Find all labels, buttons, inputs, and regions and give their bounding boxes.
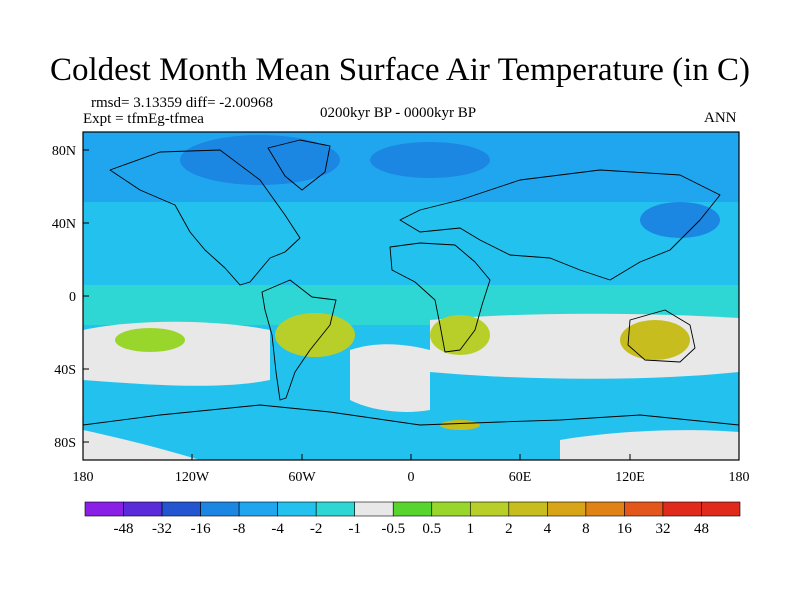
colorbar-swatch xyxy=(200,501,240,517)
period-label: 0200kyr BP - 0000kyr BP xyxy=(320,105,477,121)
experiment-label: Expt = tfmEg-tfmea xyxy=(83,111,204,127)
colorbar-label: 32 xyxy=(655,521,670,537)
colorbar-swatch xyxy=(469,501,510,517)
colorbar-swatch xyxy=(123,501,163,517)
lon-tick-label: 120E xyxy=(615,470,645,485)
australia-outline xyxy=(627,309,696,363)
colorbar-label: -0.5 xyxy=(381,521,405,537)
lat-tick-label: 80S xyxy=(54,436,76,451)
colorbar-swatch xyxy=(547,501,587,517)
colorbar-label: -4 xyxy=(271,521,284,537)
field-south-america-warm xyxy=(275,313,355,357)
stats-text: rmsd= 3.13359 diff= -2.00968 xyxy=(91,95,274,111)
lat-tick-label: 80N xyxy=(52,144,76,159)
field-australia-warm xyxy=(620,320,690,360)
colorbar-swatch xyxy=(392,501,433,517)
colorbar-label: -2 xyxy=(310,521,323,537)
field-south-pacific-neutral xyxy=(83,321,270,386)
map-title: Coldest Month Mean Surface Air Temperatu… xyxy=(50,52,750,88)
colorbar-swatch xyxy=(624,501,664,517)
lon-tick-marks xyxy=(82,454,740,460)
colorbar: -48 -32 -16 -8 -4 -2 -1 -0.5 0.5 1 2 4 8 16 32 48 xyxy=(84,501,741,537)
colorbar-label: 48 xyxy=(694,521,709,537)
colorbar-label: -8 xyxy=(233,521,246,537)
field-arctic-cold xyxy=(370,142,490,178)
greenland-outline xyxy=(267,139,331,191)
antarctica-outline xyxy=(83,404,739,426)
field-antarctic-warm xyxy=(440,420,480,430)
colorbar-label: 4 xyxy=(544,521,552,537)
colorbar-label: 2 xyxy=(505,521,513,537)
field-pacific-warm xyxy=(115,328,185,352)
lat-tick-marks xyxy=(83,149,89,443)
colorbar-label: 16 xyxy=(617,521,633,537)
temperature-field xyxy=(83,132,739,460)
colorbar-swatch xyxy=(315,501,356,517)
colorbar-swatch xyxy=(238,501,278,517)
lon-tick-label: 60E xyxy=(509,470,532,485)
colorbar-swatch xyxy=(354,501,394,517)
lon-tick-label: 180 xyxy=(729,470,750,485)
colorbar-label: 0.5 xyxy=(422,521,441,537)
north-america-outline xyxy=(109,149,301,286)
lat-tick-label: 40N xyxy=(52,217,76,232)
lat-tick-label: 40S xyxy=(54,363,76,378)
colorbar-swatch xyxy=(662,501,702,517)
season-label: ANN xyxy=(704,110,737,126)
field-antarctic-neutral-west xyxy=(83,430,200,460)
field-greenland-cold xyxy=(180,135,340,185)
colorbar-swatch xyxy=(84,501,124,517)
lon-tick-label: 60W xyxy=(288,470,316,485)
field-south-atlantic-neutral xyxy=(350,344,430,412)
lon-tick-label: 0 xyxy=(408,470,415,485)
eurasia-outline xyxy=(399,169,721,281)
colorbar-swatch xyxy=(431,501,471,517)
colorbar-swatch xyxy=(585,501,625,517)
colorbar-swatch xyxy=(277,501,317,517)
colorbar-swatch xyxy=(161,501,201,517)
coastlines xyxy=(83,139,739,426)
colorbar-label: -48 xyxy=(114,521,134,537)
colorbar-label: -16 xyxy=(191,521,211,537)
field-southern-africa-warm xyxy=(430,315,490,355)
africa-outline xyxy=(389,242,491,353)
colorbar-label: -1 xyxy=(348,521,361,537)
lon-tick-label: 180 xyxy=(73,470,94,485)
colorbar-label: 1 xyxy=(467,521,475,537)
colorbar-label: 8 xyxy=(582,521,590,537)
field-antarctic-neutral-east xyxy=(560,430,739,460)
lon-tick-label: 120W xyxy=(175,470,210,485)
colorbar-swatch xyxy=(508,501,548,517)
lat-tick-label: 0 xyxy=(69,290,76,305)
south-america-outline xyxy=(261,279,337,401)
colorbar-swatch xyxy=(701,501,741,517)
field-japan-cold xyxy=(640,202,720,238)
colorbar-label: -32 xyxy=(152,521,172,537)
